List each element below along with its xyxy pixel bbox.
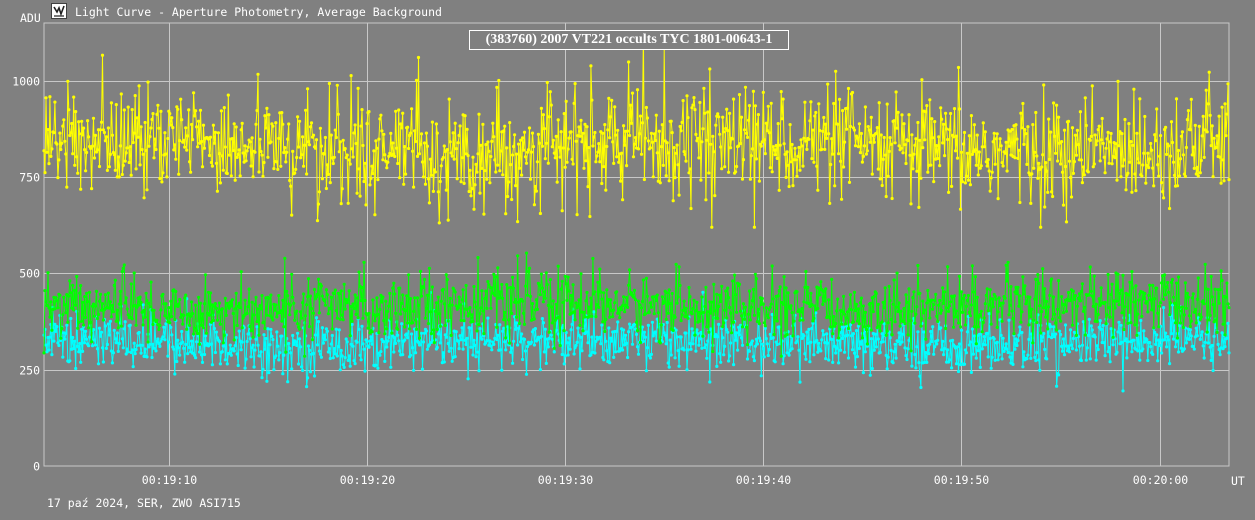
y-tick-label: 250 [19, 364, 40, 378]
x-tick-label: 00:19:40 [736, 473, 791, 487]
y-tick-label: 0 [33, 460, 40, 474]
y-tick-label: 1000 [12, 75, 40, 89]
x-axis-unit-label: UT [1231, 474, 1245, 488]
chart-title: (383760) 2007 VT221 occults TYC 1801-006… [469, 30, 789, 50]
x-tick-label: 00:19:30 [538, 473, 593, 487]
plot-frame [43, 22, 1230, 467]
x-tick-label: 00:19:20 [340, 473, 395, 487]
x-tick-label: 00:19:50 [934, 473, 989, 487]
light-curve-app-icon[interactable] [51, 3, 67, 19]
window-title: Light Curve - Aperture Photometry, Avera… [75, 5, 442, 19]
y-tick-label: 750 [19, 171, 40, 185]
x-tick-label: 00:19:10 [142, 473, 197, 487]
y-axis-unit-label: ADU [20, 11, 41, 25]
series-line [43, 32, 1230, 228]
y-tick-label: 500 [19, 267, 40, 281]
series-line [43, 292, 1230, 391]
series-line [43, 253, 1230, 357]
recording-info-footer: 17 paź 2024, SER, ZWO ASI715 [47, 496, 241, 510]
x-tick-label: 00:20:00 [1133, 473, 1188, 487]
